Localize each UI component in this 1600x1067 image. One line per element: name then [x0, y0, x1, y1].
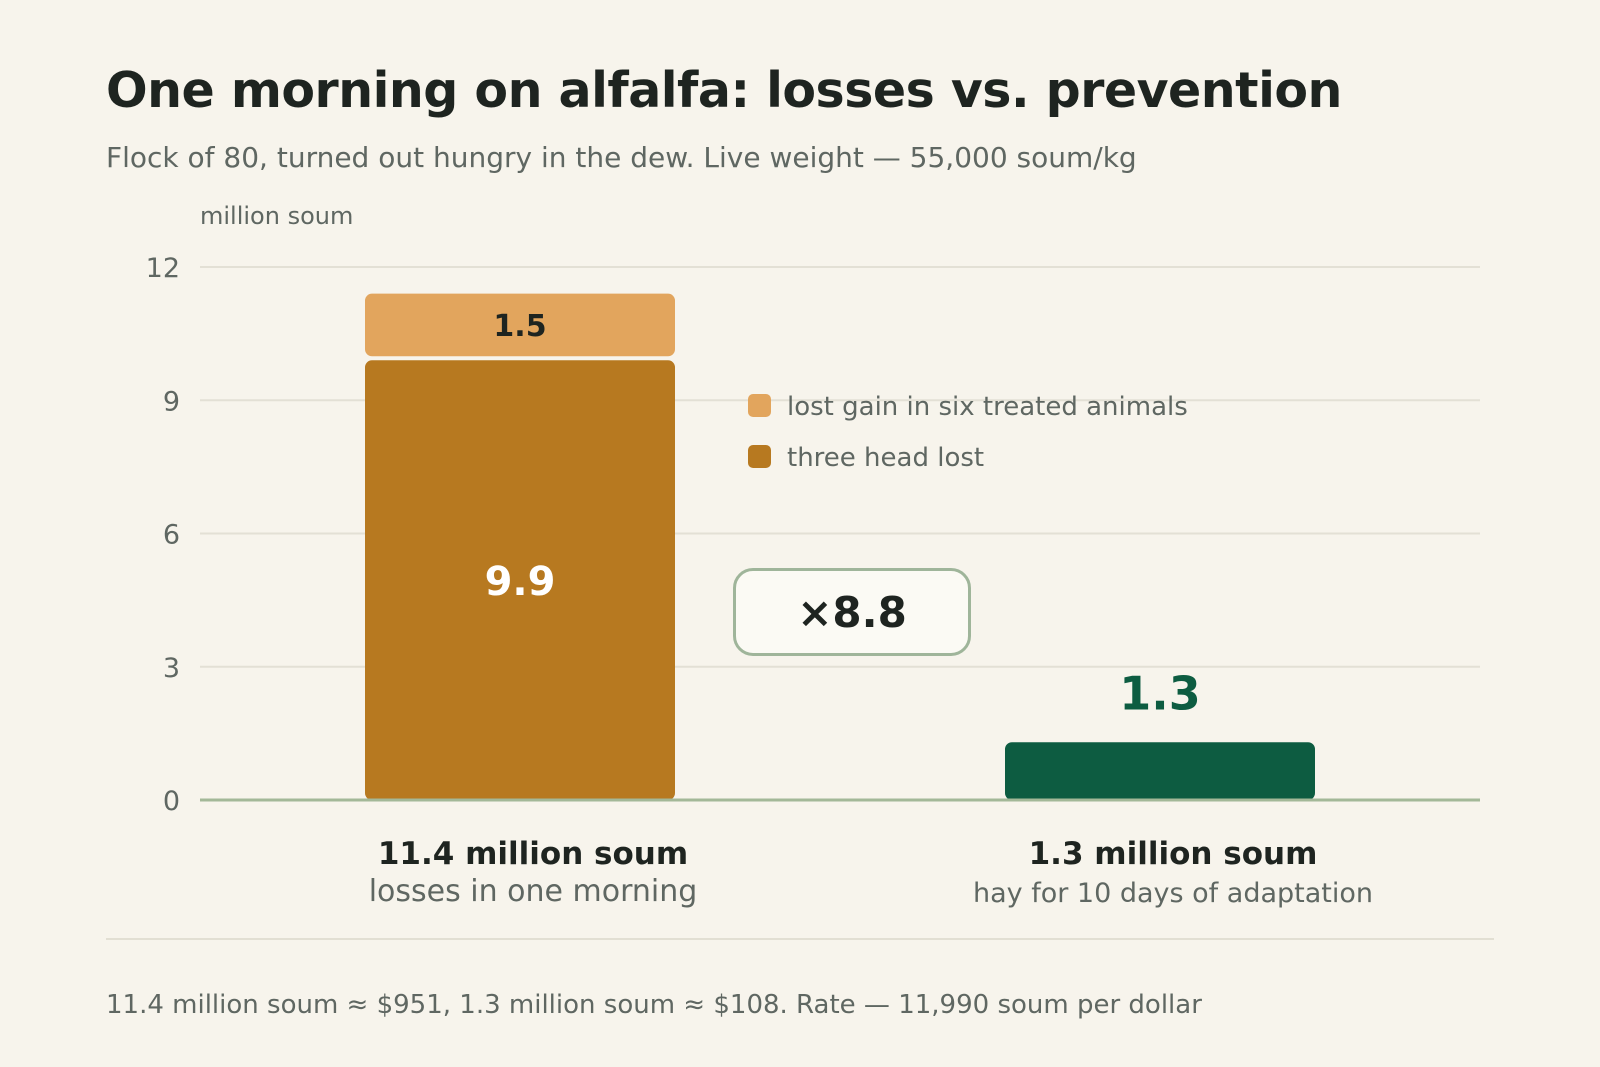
legend-swatch [748, 394, 771, 417]
legend-label: lost gain in six treated animals [787, 392, 1188, 422]
category-label-losses: 11.4 million soum losses in one morning [273, 836, 793, 909]
y-tick-label: 12 [146, 253, 180, 284]
bar-segment-three-head-lost [365, 360, 675, 800]
y-tick-label: 3 [163, 653, 180, 684]
ratio-label: ×8.8 [797, 587, 907, 637]
category-label-prevention: 1.3 million soum hay for 10 days of adap… [913, 836, 1433, 909]
data-label: 1.5 [493, 309, 546, 344]
category-total-losses: 11.4 million soum [377, 836, 689, 872]
footer-divider [106, 938, 1494, 940]
y-tick-label: 6 [163, 520, 180, 551]
y-tick-label: 0 [163, 786, 180, 817]
category-total-prevention: 1.3 million soum [1028, 836, 1318, 872]
chart-subtitle: Flock of 80, turned out hungry in the de… [106, 141, 1137, 174]
ratio-badge: ×8.8 [733, 568, 971, 656]
y-tick-label: 9 [163, 386, 180, 417]
legend-label: three head lost [787, 443, 984, 473]
category-caption-prevention: hay for 10 days of adaptation [972, 878, 1373, 909]
data-label: 1.3 [1119, 666, 1201, 720]
footnote: 11.4 million soum ≈ $951, 1.3 million so… [106, 990, 1202, 1020]
category-caption-losses: losses in one morning [368, 874, 698, 909]
chart-title: One morning on alfalfa: losses vs. preve… [106, 62, 1342, 119]
legend-swatch [748, 445, 771, 468]
y-axis-label: million soum [200, 202, 353, 230]
data-label: 9.9 [485, 559, 556, 605]
bar-segment-lost-gain-in-six-treated-animals [365, 293, 675, 357]
bar-segment-prevention [1005, 742, 1315, 800]
